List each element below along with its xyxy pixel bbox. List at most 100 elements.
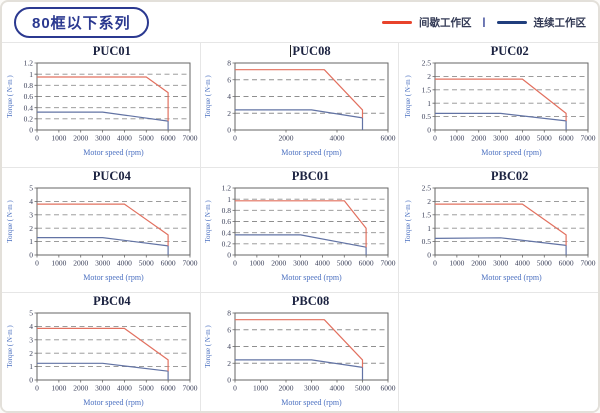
svg-text:1000: 1000 — [51, 259, 66, 268]
svg-text:1: 1 — [29, 237, 33, 246]
x-axis-label: Motor speed (rpm) — [282, 398, 343, 407]
svg-text:5000: 5000 — [139, 259, 154, 268]
intermittent-zone-line — [434, 78, 567, 121]
y-axis-label: Torque ( N·m ) — [6, 75, 14, 118]
svg-text:1000: 1000 — [449, 259, 464, 268]
svg-text:2000: 2000 — [272, 259, 287, 268]
chart-title-text: PBC02 — [490, 169, 529, 183]
svg-text:4000: 4000 — [117, 384, 132, 393]
svg-text:0: 0 — [29, 126, 33, 135]
svg-text:2000: 2000 — [279, 384, 294, 393]
svg-text:2000: 2000 — [279, 134, 294, 143]
svg-text:1.2: 1.2 — [23, 59, 33, 68]
svg-text:0: 0 — [433, 259, 437, 268]
svg-text:2000: 2000 — [73, 384, 88, 393]
intermittent-zone-line — [235, 69, 364, 118]
chart-plot-puc02: 0 0.5 1 1.5 2 2.5 0 1000 2000 3000 4000 5000 6000 700… — [404, 59, 596, 157]
svg-text:0.5: 0.5 — [421, 112, 431, 121]
chart-cell-puc04: PUC04 0 1 2 3 4 5 0 1000 2000 3000 4000 5000 6000 7000… — [2, 168, 201, 293]
intermittent-line-swatch-icon — [382, 20, 413, 24]
svg-text:1000: 1000 — [449, 134, 464, 143]
charts-grid: PUC01 0 0.2 0.4 0.6 0.8 1 1.2 0 1000 2000 3000 4000 5… — [2, 42, 598, 411]
svg-text:5: 5 — [29, 309, 33, 318]
chart-plot-pbc02: 0 0.5 1 1.5 2 2.5 0 1000 2000 3000 4000 5000 6000 700… — [404, 184, 596, 282]
continuous-zone-line — [235, 234, 368, 255]
svg-text:0: 0 — [427, 251, 431, 260]
svg-text:0.6: 0.6 — [222, 217, 232, 226]
svg-text:3000: 3000 — [294, 259, 309, 268]
svg-text:3000: 3000 — [304, 384, 319, 393]
svg-text:0: 0 — [228, 126, 232, 135]
svg-text:7000: 7000 — [182, 384, 197, 393]
y-axis-label: Torque ( N·m ) — [404, 200, 412, 243]
svg-text:2000: 2000 — [73, 259, 88, 268]
chart-cell-pbc02: PBC02 0 0.5 1 1.5 2 2.5 0 1000 2000 3000 4000 5000 60… — [399, 168, 598, 293]
svg-text:0.4: 0.4 — [23, 103, 33, 112]
chart-cell-pbc04: PBC04 0 1 2 3 4 5 0 1000 2000 3000 4000 5000 6000 7000… — [2, 293, 201, 411]
chart-title: PBC01 — [212, 169, 399, 183]
chart-title-text: PBC04 — [93, 294, 131, 308]
x-axis-label: Motor speed (rpm) — [83, 273, 144, 282]
svg-text:1.5: 1.5 — [421, 210, 431, 219]
svg-text:6000: 6000 — [381, 384, 396, 393]
continuous-zone-line — [36, 362, 169, 380]
svg-text:1: 1 — [427, 224, 431, 233]
svg-text:0.5: 0.5 — [421, 237, 431, 246]
continuous-zone-line — [235, 109, 364, 130]
svg-text:0: 0 — [427, 126, 431, 135]
svg-text:8: 8 — [228, 59, 232, 68]
chart-title-text: PUC08 — [292, 44, 331, 58]
svg-text:6000: 6000 — [558, 134, 573, 143]
svg-text:4000: 4000 — [315, 259, 330, 268]
svg-text:5: 5 — [29, 184, 33, 193]
legend-separator: | — [482, 16, 486, 28]
text-cursor — [290, 45, 292, 57]
svg-text:3000: 3000 — [493, 134, 508, 143]
svg-text:0.2: 0.2 — [23, 114, 33, 123]
svg-text:4: 4 — [228, 342, 232, 351]
svg-text:3000: 3000 — [95, 384, 110, 393]
svg-text:6000: 6000 — [359, 259, 374, 268]
svg-text:2000: 2000 — [471, 134, 486, 143]
intermittent-zone-line — [235, 200, 368, 248]
intermittent-zone-line — [36, 76, 169, 122]
svg-text:1: 1 — [29, 362, 33, 371]
svg-text:0.6: 0.6 — [23, 92, 33, 101]
svg-text:2: 2 — [29, 224, 33, 233]
chart-title: PUC01 — [13, 44, 200, 58]
chart-title: PUC02 — [410, 45, 598, 58]
svg-text:1000: 1000 — [51, 384, 66, 393]
svg-text:2000: 2000 — [73, 134, 88, 143]
svg-text:0: 0 — [234, 134, 238, 143]
chart-cell-pbc01: PBC01 0 0.2 0.4 0.6 0.8 1 1.2 0 1000 2000 3000 4000 5… — [200, 168, 400, 293]
svg-text:2: 2 — [228, 359, 232, 368]
chart-title: PUC08 — [212, 44, 399, 58]
chart-title: PBC04 — [13, 294, 200, 308]
intermittent-zone-line — [36, 203, 169, 246]
svg-text:3: 3 — [29, 210, 33, 219]
intermittent-zone-line — [36, 327, 169, 372]
svg-text:7000: 7000 — [381, 259, 396, 268]
svg-text:2: 2 — [29, 349, 33, 358]
chart-plot-pbc04: 0 1 2 3 4 5 0 1000 2000 3000 4000 5000 6000 7000 Motor… — [6, 309, 198, 407]
y-axis-label: Torque ( N·m ) — [204, 75, 212, 118]
svg-text:5000: 5000 — [139, 134, 154, 143]
svg-text:2.5: 2.5 — [421, 59, 431, 68]
chart-title-text: PUC01 — [92, 44, 131, 58]
legend: 间歇工作区 | 连续工作区 — [382, 15, 586, 30]
x-axis-label: Motor speed (rpm) — [481, 273, 542, 282]
svg-text:7000: 7000 — [182, 134, 197, 143]
svg-text:0: 0 — [234, 384, 238, 393]
svg-text:4000: 4000 — [117, 134, 132, 143]
svg-text:3000: 3000 — [95, 134, 110, 143]
chart-title-text: PBC01 — [291, 169, 330, 183]
chart-cell-puc08: PUC08 0 2 4 6 8 0 2000 4000 6000 Motor speed (rpm)… — [200, 43, 400, 168]
y-axis-label: Torque ( N·m ) — [6, 200, 14, 243]
svg-text:5000: 5000 — [139, 384, 154, 393]
svg-text:7000: 7000 — [580, 259, 595, 268]
svg-text:2: 2 — [427, 197, 431, 206]
svg-text:0: 0 — [228, 376, 232, 385]
legend-label-intermittent: 间歇工作区 — [419, 16, 472, 29]
svg-text:0: 0 — [35, 384, 39, 393]
chart-plot-puc04: 0 1 2 3 4 5 0 1000 2000 3000 4000 5000 6000 7000 Motor… — [6, 184, 198, 282]
